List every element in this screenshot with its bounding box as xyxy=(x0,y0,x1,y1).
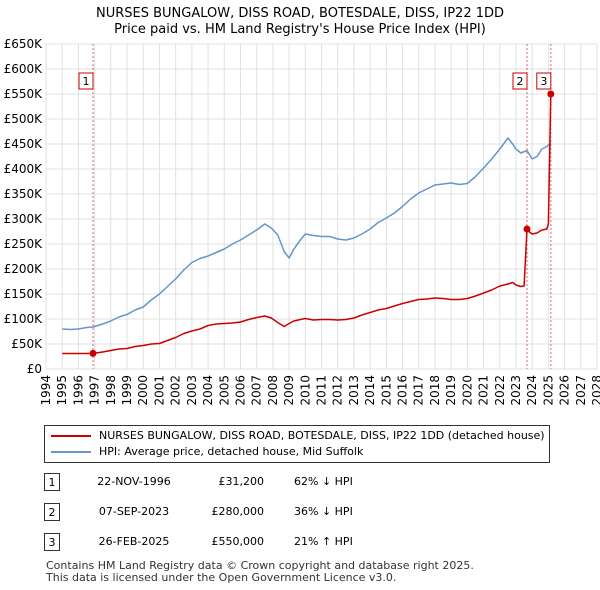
x-tick-label: 1999 xyxy=(120,375,134,406)
transaction-hpi-diff: 21% ↑ HPI xyxy=(294,535,353,548)
x-tick-label: 2009 xyxy=(282,375,296,406)
x-tick-label: 1995 xyxy=(55,375,69,406)
y-tick-label: £300K xyxy=(4,212,44,226)
x-tick-label: 2026 xyxy=(558,375,572,406)
legend-label-property: NURSES BUNGALOW, DISS ROAD, BOTESDALE, D… xyxy=(99,429,545,442)
footer: Contains HM Land Registry data © Crown c… xyxy=(46,560,474,584)
x-tick-label: 1994 xyxy=(39,375,53,406)
transaction-hpi-diff: 62% ↓ HPI xyxy=(294,475,353,488)
x-tick-label: 2017 xyxy=(412,375,426,406)
legend-item-property: NURSES BUNGALOW, DISS ROAD, BOTESDALE, D… xyxy=(51,428,545,444)
transaction-point xyxy=(523,225,531,233)
transaction-point xyxy=(89,349,97,357)
y-tick-label: £100K xyxy=(4,312,44,326)
x-tick-label: 2000 xyxy=(136,375,150,406)
x-tick-label: 2016 xyxy=(396,375,410,406)
y-tick-label: £550K xyxy=(4,87,44,101)
x-tick-label: 1996 xyxy=(71,375,85,406)
x-tick-label: 2019 xyxy=(444,375,458,406)
transaction-marker-label: 2 xyxy=(516,75,523,88)
price-chart: £0 £50K £100K £150K £200K £250K £300K £350K £400… xyxy=(4,37,600,406)
transaction-date: 07-SEP-2023 xyxy=(98,505,170,518)
y-tick-label: £50K xyxy=(11,337,43,351)
footer-license: This data is licensed under the Open Gov… xyxy=(46,571,397,584)
transaction-number: 2 xyxy=(44,503,60,521)
transaction-marker-label: 1 xyxy=(82,75,89,88)
transaction-marker-box xyxy=(512,72,528,90)
y-tick-label: £400K xyxy=(4,162,44,176)
transaction-date: 22-NOV-1996 xyxy=(97,475,171,488)
y-tick-label: £150K xyxy=(4,287,44,301)
transaction-date: 26-FEB-2025 xyxy=(98,535,170,548)
x-tick-label: 2015 xyxy=(379,375,393,406)
x-tick-label: 2003 xyxy=(185,375,199,406)
x-tick-label: 2014 xyxy=(363,375,377,406)
x-tick-label: 2004 xyxy=(201,375,215,406)
chart-subtitle: Price paid vs. HM Land Registry's House … xyxy=(114,22,486,37)
x-tick-label: 1997 xyxy=(88,375,102,406)
x-tick-label: 2012 xyxy=(331,375,345,406)
y-tick-label: £0 xyxy=(27,362,42,376)
y-tick-label: £250K xyxy=(4,237,44,251)
transaction-price: £280,000 xyxy=(211,505,265,518)
transaction-hpi-diff: 36% ↓ HPI xyxy=(294,505,353,518)
x-tick-label: 2027 xyxy=(574,375,588,406)
x-tick-label: 2028 xyxy=(590,375,600,406)
transaction-number: 3 xyxy=(44,533,60,551)
table-row: 2 07-SEP-2023 £280,000 36% ↓ HPI xyxy=(44,503,564,523)
legend-item-hpi: HPI: Average price, detached house, Mid … xyxy=(51,444,363,460)
y-tick-label: £450K xyxy=(4,137,44,151)
x-tick-label: 2011 xyxy=(315,375,329,406)
y-tick-label: £350K xyxy=(4,187,44,201)
legend: NURSES BUNGALOW, DISS ROAD, BOTESDALE, D… xyxy=(44,425,550,463)
y-tick-label: £500K xyxy=(4,112,44,126)
x-tick-label: 2010 xyxy=(298,375,312,406)
hpi-line xyxy=(62,137,552,331)
x-tick-label: 2005 xyxy=(217,375,231,406)
transaction-price: £31,200 xyxy=(218,475,265,488)
x-tick-label: 2021 xyxy=(477,375,491,406)
y-tick-label: £650K xyxy=(4,37,44,51)
table-row: 3 26-FEB-2025 £550,000 21% ↑ HPI xyxy=(44,533,564,553)
x-tick-label: 2001 xyxy=(152,375,166,406)
transaction-number: 1 xyxy=(44,473,60,491)
transaction-marker-box xyxy=(78,72,94,90)
footer-copyright: Contains HM Land Registry data © Crown c… xyxy=(46,559,474,572)
chart-title: NURSES BUNGALOW, DISS ROAD, BOTESDALE, D… xyxy=(95,6,505,21)
x-tick-label: 2006 xyxy=(233,375,247,406)
x-tick-label: 2020 xyxy=(460,375,474,406)
legend-swatch-property xyxy=(51,435,91,437)
x-tick-label: 2025 xyxy=(541,375,555,406)
table-row: 1 22-NOV-1996 £31,200 62% ↓ HPI xyxy=(44,473,564,493)
x-tick-label: 2018 xyxy=(428,375,442,406)
property-price-line xyxy=(62,93,552,355)
transaction-point xyxy=(547,90,555,98)
x-tick-label: 2002 xyxy=(169,375,183,406)
x-tick-label: 2008 xyxy=(266,375,280,406)
transaction-marker-box xyxy=(536,72,552,90)
x-tick-label: 2013 xyxy=(347,375,361,406)
x-tick-label: 2023 xyxy=(509,375,523,406)
legend-swatch-hpi xyxy=(51,451,91,453)
x-tick-label: 2022 xyxy=(493,375,507,406)
transaction-marker-label: 3 xyxy=(540,75,547,88)
y-tick-label: £600K xyxy=(4,62,44,76)
y-tick-label: £200K xyxy=(4,262,44,276)
x-tick-label: 2007 xyxy=(250,375,264,406)
transaction-price: £550,000 xyxy=(211,535,265,548)
x-tick-label: 2024 xyxy=(525,375,539,406)
x-tick-label: 1998 xyxy=(104,375,118,406)
legend-label-hpi: HPI: Average price, detached house, Mid … xyxy=(99,445,364,458)
